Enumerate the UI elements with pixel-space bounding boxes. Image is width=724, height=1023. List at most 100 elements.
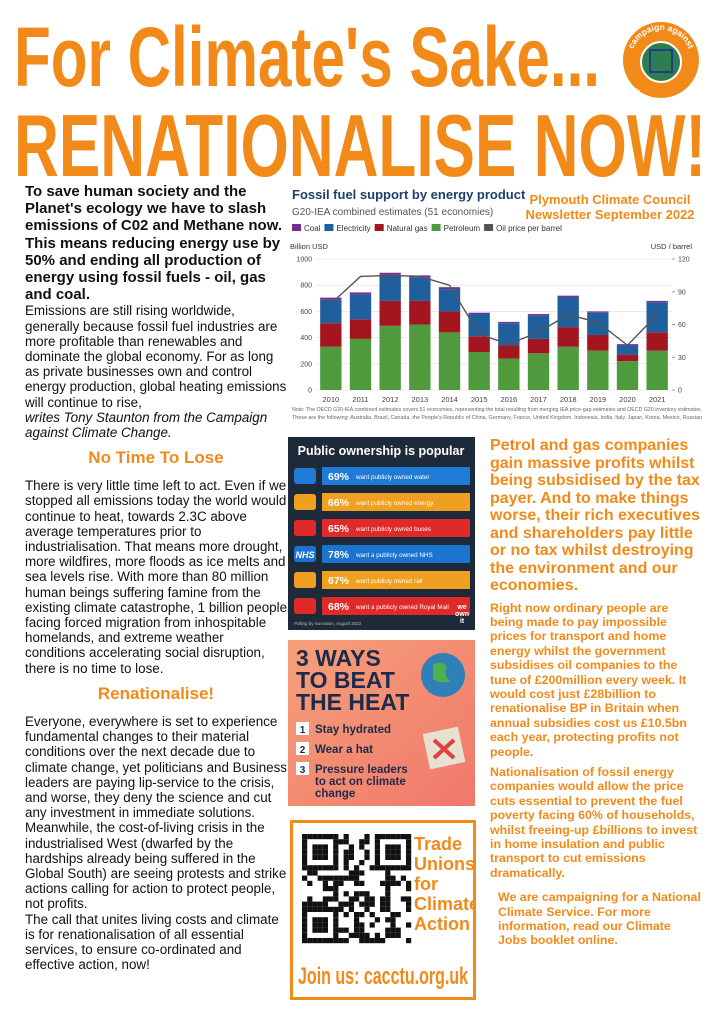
item-number: 2 [300,745,306,756]
intro-bold: To save human society and the Planet's e… [25,183,282,304]
logo-globe [640,41,682,83]
qr-module [333,906,339,912]
qr-module [317,901,323,907]
bar-segment [527,314,550,316]
qr-module [406,886,412,892]
qr-module [385,854,391,860]
qr-module [343,854,349,860]
qr-module [333,865,339,871]
qr-module [302,932,308,938]
poll-text: want a publicly owned Royal Mail [355,604,449,611]
heat-title: THE HEAT [296,689,409,715]
unions-box: Join us: cacctu.org.uk TradeUnionsforCli… [290,820,476,1000]
badge-text: we [456,604,466,611]
chart-subtitle: G20-IEA combined estimates (51 economies… [292,207,493,218]
qr-module [380,938,386,944]
qr-module [359,844,365,850]
poll-source: Polling by Survation, August 2022 [294,621,362,626]
bar-segment [438,287,461,290]
qr-module [317,865,323,871]
qr-module [317,875,323,881]
poll-percent: 67% [328,575,350,587]
qr-module [348,906,354,912]
qr-module [406,865,412,871]
qr-module [312,922,318,928]
poll-text: want publicly owned buses [355,526,431,533]
x-tick-label: 2016 [500,395,517,404]
qr-module [312,938,318,944]
item-number-box [296,722,309,735]
badge-text: it [460,618,465,625]
qr-module [333,854,339,860]
legend-swatch [324,224,334,231]
poll-bar [322,597,470,615]
qr-module [369,922,375,928]
qr-module [338,875,344,881]
qr-module [322,834,328,840]
paragraph: The call that unites living costs and cl… [25,911,279,973]
qr-module [374,839,380,845]
qr-module [338,901,344,907]
qr-module [380,901,386,907]
qr-module [369,912,375,918]
qr-module [354,917,360,923]
qr-module [385,901,391,907]
qr-module [343,875,349,881]
qr-module [348,901,354,907]
qr-module [302,901,308,907]
bar-segment [468,352,490,390]
qr-module [312,854,318,860]
qr-module [390,844,396,850]
qr-module [406,880,412,886]
lead-paragraph: Petrol and gas companies gain massive pr… [490,437,700,594]
qr-module [369,938,375,944]
qr-module [338,927,344,933]
qr-module [343,901,349,907]
qr-module [354,927,360,933]
qr-module [354,932,360,938]
x-tick-label: 2019 [589,395,606,404]
qr-module [390,912,396,918]
qr-module [364,901,370,907]
bar-segment [438,311,461,333]
qr-module [302,839,308,845]
qr-module [354,896,360,902]
section-heading: Renationalise! [97,683,215,703]
qr-module [317,922,323,928]
qr-module [395,932,401,938]
x-tick-label: 2020 [619,395,636,404]
qr-module [333,839,339,845]
qr-module [400,834,406,840]
qr-module [374,865,380,871]
qr-module [348,896,354,902]
bar-segment [379,325,401,390]
qr-module [385,844,391,850]
paragraph: Nationalisation of fossil energy compani… [490,764,698,880]
bar-segment [646,332,668,351]
qr-module [390,927,396,933]
qr-module [302,849,308,855]
qr-module [400,865,406,871]
bar-segment [468,312,490,315]
qr-module [400,896,406,902]
qr-module [359,870,365,876]
paragraph: There is very little time left to act. E… [25,478,288,676]
qr-module [385,834,391,840]
qr-module [333,834,339,840]
qr-module [302,912,308,918]
qr-module [385,849,391,855]
chart-note: These are the following: Australia, Braz… [292,415,702,421]
qr-module [328,906,334,912]
y-tick-label: 200 [300,361,312,368]
poll-percent: 69% [328,471,350,483]
qr-module [312,870,318,876]
bar-segment [438,332,461,390]
item-text: to act on climate [315,776,406,788]
qr-module [322,865,328,871]
qr-module [400,875,406,881]
qr-module [359,932,365,938]
qr-module [395,865,401,871]
bar-segment [587,334,609,351]
issue-info: Plymouth Climate Council Newsletter Sept… [505,192,715,222]
